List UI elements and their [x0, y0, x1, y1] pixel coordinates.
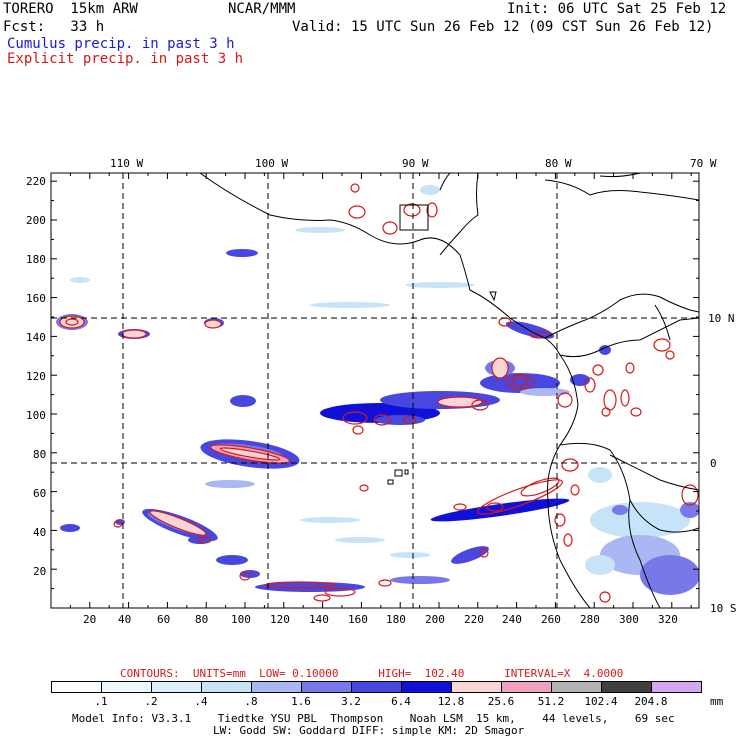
axis-ticks — [50, 173, 699, 609]
x-tick-label: 120 — [270, 613, 290, 626]
legend-swatch — [151, 681, 202, 693]
x-tick-label: 300 — [619, 613, 639, 626]
y-tick-label: 40 — [33, 526, 47, 539]
explicit-label: Explicit precip. in past 3 h — [7, 51, 244, 67]
model-info: Model Info: V3.3.1 Tiedtke YSU PBL Thomp… — [72, 712, 675, 725]
legend-label: 204.8 — [634, 695, 668, 708]
valid-time: Valid: 15 UTC Sun 26 Feb 12 (09 CST Sun … — [292, 19, 714, 35]
x-tick-label: 20 — [83, 613, 97, 626]
legend-label: 102.4 — [584, 695, 618, 708]
legend-swatch — [251, 681, 302, 693]
forecast-hour: Fcst: 33 h — [3, 19, 105, 35]
x-tick-label: 260 — [541, 613, 561, 626]
legend-label: 1.6 — [291, 695, 311, 708]
x-tick-label: 160 — [348, 613, 368, 626]
x-tick-label: 60 — [157, 613, 171, 626]
lat-label-10n: 10 N — [708, 312, 735, 325]
legend-swatch — [101, 681, 152, 693]
legend-swatch — [301, 681, 352, 693]
lat-lon-grid — [51, 173, 699, 608]
x-tick-label: 320 — [658, 613, 678, 626]
cumulus-precip-areas — [56, 185, 699, 595]
legend-swatch — [451, 681, 502, 693]
legend-swatch — [201, 681, 252, 693]
legend-swatch — [601, 681, 652, 693]
explicit-precip-areas — [59, 183, 699, 603]
x-tick-label: 200 — [425, 613, 445, 626]
legend-label: .1 — [94, 695, 108, 708]
x-tick-label: 40 — [118, 613, 132, 626]
cumulus-label: Cumulus precip. in past 3 h — [7, 36, 235, 52]
center-name: NCAR/MMM — [228, 1, 296, 17]
model-name: TORERO 15km ARW — [3, 1, 138, 17]
x-tick-label: 140 — [309, 613, 329, 626]
legend-swatch — [401, 681, 452, 693]
y-tick-label: 220 — [26, 175, 46, 188]
x-tick-label: 220 — [464, 613, 484, 626]
y-tick-label: 100 — [26, 409, 46, 422]
legend-label: 12.8 — [437, 695, 465, 708]
x-tick-label: 100 — [231, 613, 251, 626]
y-tick-label: 200 — [26, 214, 46, 227]
y-tick-label: 160 — [26, 292, 46, 305]
x-tick-label: 80 — [195, 613, 209, 626]
legend-swatch — [351, 681, 402, 693]
legend-swatch — [501, 681, 552, 693]
legend-label: 3.2 — [341, 695, 361, 708]
y-tick-label: 120 — [26, 370, 46, 383]
y-tick-label: 20 — [33, 565, 47, 578]
x-tick-label: 280 — [580, 613, 600, 626]
map-frame — [50, 172, 700, 609]
legend-swatch — [551, 681, 602, 693]
legend-label: .2 — [144, 695, 158, 708]
legend-swatch — [51, 681, 102, 693]
legend-swatch — [651, 681, 702, 693]
legend-label: .8 — [244, 695, 258, 708]
legend-label: 6.4 — [391, 695, 411, 708]
legend-label: .4 — [194, 695, 208, 708]
lon-label-90w: 90 W — [402, 157, 429, 170]
lon-label-80w: 80 W — [545, 157, 572, 170]
lat-label-0: 0 — [710, 457, 717, 470]
y-tick-label: 60 — [33, 487, 47, 500]
x-tick-label: 240 — [502, 613, 522, 626]
physics-info: LW: Godd SW: Goddard DIFF: simple KM: 2D… — [213, 724, 525, 737]
y-tick-label: 180 — [26, 253, 46, 266]
contour-info: CONTOURS: UNITS=mm LOW= 0.10000 HIGH= 10… — [120, 667, 624, 680]
legend-unit: mm — [710, 695, 724, 708]
coastlines — [199, 173, 699, 608]
lon-label-70w: 70 W — [690, 157, 717, 170]
lon-label-110w: 110 W — [110, 157, 144, 170]
legend-label: 51.2 — [537, 695, 565, 708]
lat-label-10s: 10 S — [710, 602, 737, 615]
y-tick-label: 140 — [26, 331, 46, 344]
legend-label: 25.6 — [487, 695, 515, 708]
y-tick-label: 80 — [33, 448, 47, 461]
init-time: Init: 06 UTC Sat 25 Feb 12 — [507, 1, 727, 17]
x-tick-label: 180 — [386, 613, 406, 626]
lon-label-100w: 100 W — [255, 157, 289, 170]
